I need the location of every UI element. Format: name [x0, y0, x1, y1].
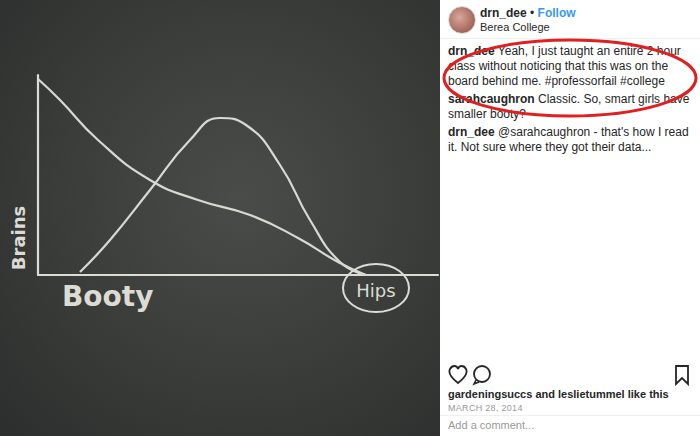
svg-text:Booty: Booty: [62, 280, 153, 313]
html-text:drn_dee @sarahcaughron - that': drn_dee @sarahcaughron - that's how I re…: [448, 125, 689, 154]
html-text:Add a comment...: Add a comment...: [448, 419, 535, 431]
html-text:MARCH 28, 2014: MARCH 28, 2014: [448, 403, 523, 413]
html-text:Berea College: Berea College: [480, 21, 550, 33]
html-text:drn_dee Yeah, I just taught an: drn_dee Yeah, I just taught an entire 2 …: [448, 44, 681, 88]
svg-text:Hips: Hips: [356, 280, 395, 301]
svg-text:Brains: Brains: [8, 206, 29, 270]
html-text:drn_dee • Follow: drn_dee • Follow: [480, 6, 576, 20]
html-text:sarahcaughron Classic. So, sma: sarahcaughron Classic. So, smart girls h…: [448, 92, 690, 121]
html-text:gardeningsuccs and leslietumme: gardeningsuccs and leslietummel like thi…: [448, 388, 669, 400]
